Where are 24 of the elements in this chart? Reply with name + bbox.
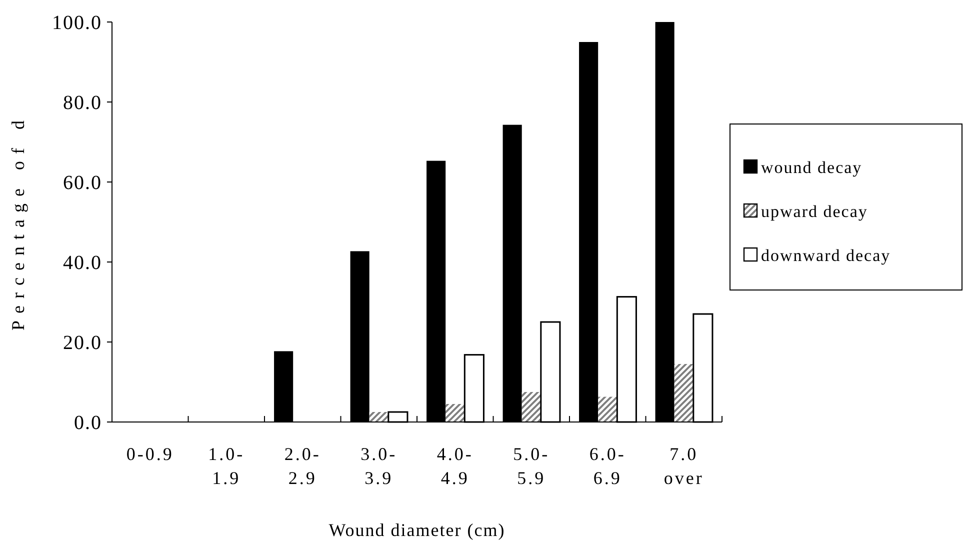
bar xyxy=(522,392,541,422)
x-tick-label: 3.0- 3.9 xyxy=(360,444,398,488)
bar xyxy=(446,404,465,422)
x-tick-label: 1.0- 1.9 xyxy=(208,444,245,488)
y-tick-label: 20.0 xyxy=(63,332,102,354)
y-tick-label: 0.0 xyxy=(74,412,102,434)
bar xyxy=(369,412,388,422)
legend-label: downward decay xyxy=(761,246,891,265)
legend-label: upward decay xyxy=(761,202,868,221)
x-tick-label: 0-0.9 xyxy=(126,444,174,464)
legend-label: wound decay xyxy=(761,158,862,177)
x-axis-title: Wound diameter (cm) xyxy=(328,520,506,540)
y-tick-label: 60.0 xyxy=(63,172,102,194)
y-tick-label: 40.0 xyxy=(63,252,102,274)
x-tick-label: 5.0- 5.9 xyxy=(513,444,550,488)
x-tick-label: 7.0 over xyxy=(664,444,704,488)
y-axis-title: Percentage of d xyxy=(8,114,28,330)
x-tick-label: 2.0- 2.9 xyxy=(284,444,321,488)
y-tick-label: 80.0 xyxy=(63,92,102,114)
y-tick-label: 100.0 xyxy=(52,12,102,34)
x-tick-label: 6.0- 6.9 xyxy=(589,444,626,488)
x-tick-label: 4.0- 4.9 xyxy=(436,444,474,488)
bar xyxy=(598,396,618,422)
bar xyxy=(674,364,694,422)
